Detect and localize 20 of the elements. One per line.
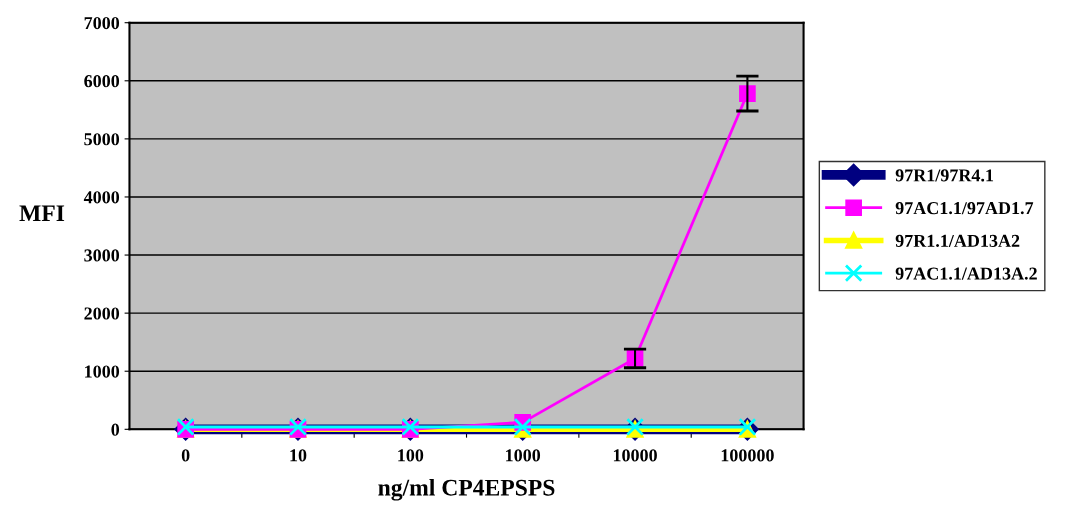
legend-label: 97R1/97R4.1 (895, 169, 994, 182)
y-tick-label: 3000 (84, 249, 120, 262)
x-tick-label: 100 (398, 449, 424, 462)
legend-label: 97AC1.1/97AD1.7 (895, 202, 1034, 215)
y-tick-label: 7000 (84, 16, 120, 30)
y-axis-title: MFI (19, 205, 65, 221)
y-tick-label: 6000 (84, 75, 120, 88)
y-tick-label: 0 (111, 423, 120, 436)
legend-label: 97R1.1/AD13A2 (895, 234, 1020, 248)
x-tick-label: 0 (181, 449, 190, 462)
x-tick-label: 1000 (506, 449, 541, 462)
y-tick-label: 1000 (85, 365, 120, 378)
x-tick-label: 10 (290, 449, 307, 462)
y-tick-label: 4000 (83, 191, 120, 204)
legend-label: 97AC1.1/AD13A.2 (895, 267, 1037, 280)
x-axis-title: ng/ml CP4EPSPS (378, 479, 555, 501)
y-tick-label: 2000 (84, 307, 120, 320)
x-tick-label: 10000 (613, 449, 657, 462)
x-tick-label: 100000 (721, 449, 774, 462)
y-tick-label: 5000 (84, 133, 120, 146)
